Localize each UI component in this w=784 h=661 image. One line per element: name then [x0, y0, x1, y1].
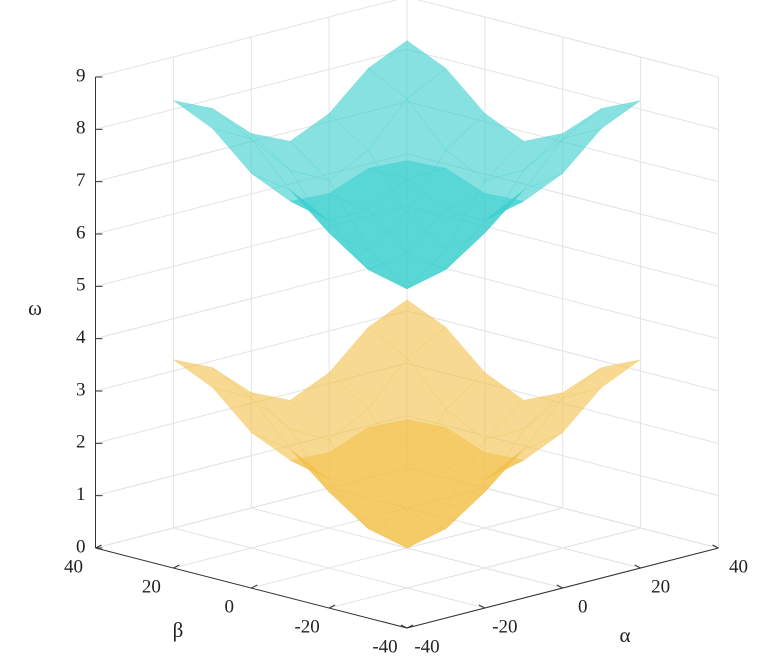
x-tick	[400, 624, 408, 629]
surface-patch	[484, 132, 564, 181]
x-axis-label: α	[619, 623, 630, 647]
surface-patch	[173, 100, 252, 139]
y-axis-label: β	[173, 618, 184, 642]
y-tick	[328, 604, 336, 609]
y-tick-label: 0	[225, 596, 235, 617]
surface-patch	[173, 359, 252, 399]
surface-patch	[562, 100, 641, 139]
x-tick	[634, 564, 641, 569]
z-tick-label: 9	[76, 65, 86, 86]
x-tick	[478, 604, 486, 609]
x-tick-label: 40	[729, 556, 748, 577]
y-tick	[406, 624, 414, 629]
z-tick-label: 5	[76, 275, 86, 296]
x-tick-label: -40	[414, 636, 439, 657]
surface-patch	[212, 108, 291, 171]
surface-patch	[367, 299, 447, 359]
surface-patch	[445, 452, 525, 480]
x-tick-label: -20	[492, 616, 517, 637]
surface-patch	[562, 359, 641, 399]
y-tick	[251, 584, 258, 589]
surface-patch	[484, 392, 564, 441]
surface-patch	[212, 367, 291, 430]
z-tick-label: 7	[76, 170, 86, 191]
y-tick-label: 40	[64, 556, 83, 577]
y-tick	[95, 544, 102, 549]
surface-patch	[367, 419, 447, 439]
grid-line	[329, 527, 641, 609]
z-tick-label: 1	[76, 484, 86, 505]
z-tick-label: 4	[76, 327, 86, 348]
z-axis-label: ω	[28, 296, 42, 320]
z-tick-label: 6	[76, 222, 86, 243]
x-tick-label: 0	[578, 596, 588, 617]
surface-patch	[367, 252, 447, 290]
z-tick-label: 3	[76, 379, 86, 400]
z-tick-label: 8	[76, 118, 86, 139]
x-tick-label: 20	[651, 576, 670, 597]
y-tick-label: -40	[372, 636, 397, 657]
y-tick-label: 20	[142, 576, 161, 597]
y-tick-label: -20	[294, 616, 319, 637]
surface-patch	[367, 160, 447, 180]
surface-patch	[211, 127, 291, 191]
y-tick	[173, 564, 180, 569]
x-tick	[556, 584, 563, 589]
z-tick-label: 0	[76, 536, 86, 557]
x-tick	[712, 544, 719, 549]
surface-patch	[289, 452, 369, 480]
z-tick-label: 2	[76, 432, 86, 453]
